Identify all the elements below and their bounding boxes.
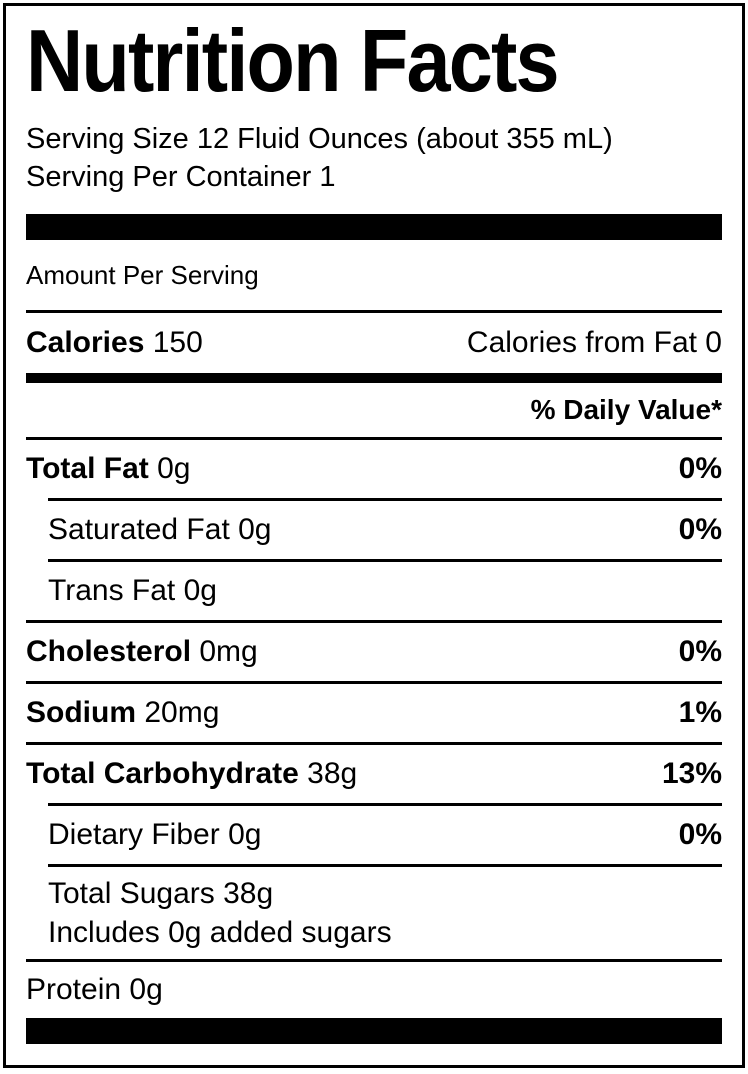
nutrient-row-total-carbohydrate: Total Carbohydrate 38g 13% xyxy=(26,745,722,803)
divider-rule xyxy=(26,437,722,440)
amount-per-serving-text: Amount Per Serving xyxy=(26,259,259,290)
nutrient-row-total-sugars: Total Sugars 38g Includes 0g added sugar… xyxy=(26,867,722,959)
nutrient-name-amount: Trans Fat 0g xyxy=(48,574,217,607)
daily-value-header-row: % Daily Value* xyxy=(26,383,722,437)
nutrient-row-saturated-fat: Saturated Fat 0g 0% xyxy=(26,501,722,559)
divider-rule xyxy=(26,742,722,745)
divider-rule-indented xyxy=(48,559,722,562)
separator-bar-thick-top xyxy=(26,214,722,240)
label-title: Nutrition Facts xyxy=(26,11,560,110)
daily-value-percent: 0% xyxy=(678,635,722,668)
nutrient-name-amount: Dietary Fiber 0g xyxy=(48,818,262,851)
calories-left: Calories 150 xyxy=(26,326,203,360)
nutrient-row-sodium: Sodium 20mg 1% xyxy=(26,684,722,742)
calories-from-fat-text: Calories from Fat 0 xyxy=(466,326,722,359)
nutrient-row-trans-fat: Trans Fat 0g xyxy=(26,562,722,620)
divider-rule-indented xyxy=(48,803,722,806)
daily-value-percent: 1% xyxy=(678,696,722,729)
nutrient-row-cholesterol: Cholesterol 0mg 0% xyxy=(26,623,722,681)
nutrient-name-amount: Sodium 20mg xyxy=(26,696,220,729)
daily-value-header-text: % Daily Value* xyxy=(530,394,722,425)
nutrient-row-protein: Protein 0g xyxy=(26,962,722,1018)
serving-info-block: Serving Size 12 Fluid Ounces (about 355 … xyxy=(26,120,722,196)
calories-label: Calories xyxy=(26,326,145,359)
nutrient-name-amount: Total Carbohydrate 38g xyxy=(26,757,358,790)
calories-value: 150 xyxy=(152,326,203,359)
nutrient-name-amount: Total Fat 0g xyxy=(26,452,191,485)
divider-rule xyxy=(26,620,722,623)
serving-size-text: Serving Size 12 Fluid Ounces (about 355 … xyxy=(26,123,613,155)
nutrient-name-amount: Total Sugars 38g xyxy=(48,877,274,910)
divider-rule-indented xyxy=(48,498,722,501)
separator-bar-medium xyxy=(26,373,722,383)
divider-rule xyxy=(26,959,722,962)
nutrient-row-total-fat: Total Fat 0g 0% xyxy=(26,440,722,498)
divider-rule xyxy=(26,681,722,684)
added-sugars-text: Includes 0g added sugars xyxy=(48,916,392,949)
daily-value-percent: 0% xyxy=(678,818,722,851)
servings-per-container-text: Serving Per Container 1 xyxy=(26,161,336,193)
nutrient-name-amount: Cholesterol 0mg xyxy=(26,635,258,668)
divider-rule xyxy=(26,310,722,313)
calories-row: Calories 150 Calories from Fat 0 xyxy=(26,313,722,373)
nutrient-row-dietary-fiber: Dietary Fiber 0g 0% xyxy=(26,806,722,864)
nutrition-facts-label: Nutrition Facts Serving Size 12 Fluid Ou… xyxy=(3,3,745,1068)
daily-value-percent: 0% xyxy=(678,452,722,485)
amount-per-serving-row: Amount Per Serving xyxy=(26,240,722,310)
nutrient-name-amount: Saturated Fat 0g xyxy=(48,513,272,546)
divider-rule-indented xyxy=(48,864,722,867)
nutrient-name-amount: Protein 0g xyxy=(26,973,163,1006)
separator-bar-thick-bottom xyxy=(26,1018,722,1044)
daily-value-percent: 0% xyxy=(678,513,722,546)
daily-value-percent: 13% xyxy=(661,757,722,790)
